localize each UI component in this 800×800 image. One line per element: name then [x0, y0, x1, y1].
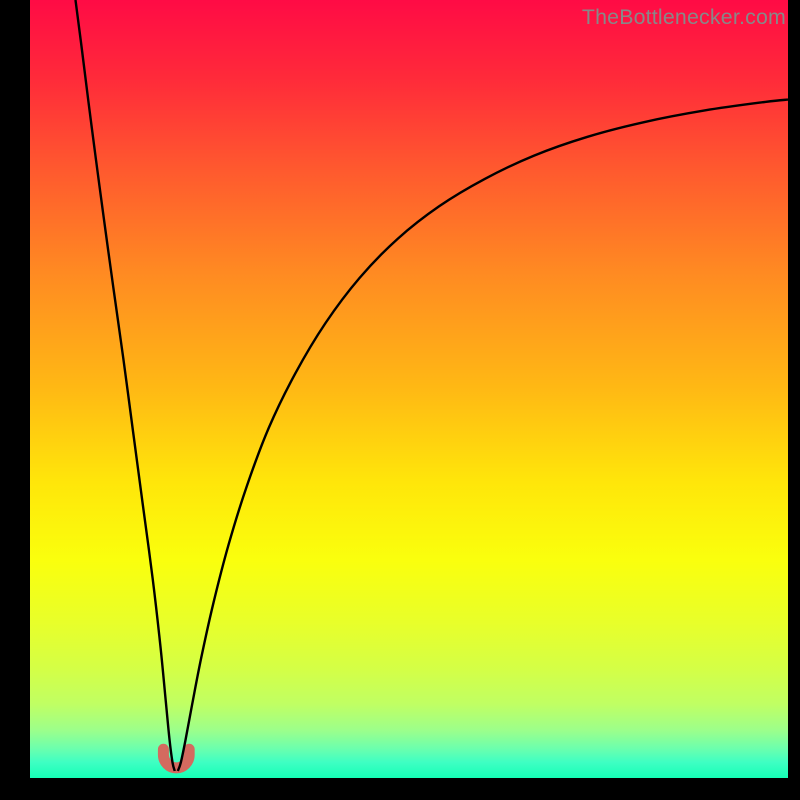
- stage: TheBottlenecker.com: [0, 0, 800, 800]
- curve-left-branch: [75, 0, 174, 771]
- frame-right: [788, 0, 800, 800]
- curves-group: [75, 0, 788, 771]
- chart-svg: [30, 0, 788, 778]
- curve-right-branch: [178, 100, 788, 771]
- minimum-marker: [163, 749, 189, 768]
- watermark-text: TheBottlenecker.com: [582, 5, 786, 30]
- plot-area: [30, 0, 788, 778]
- minimum-marker-group: [163, 749, 189, 768]
- frame-bottom: [0, 778, 800, 800]
- frame-left: [0, 0, 30, 800]
